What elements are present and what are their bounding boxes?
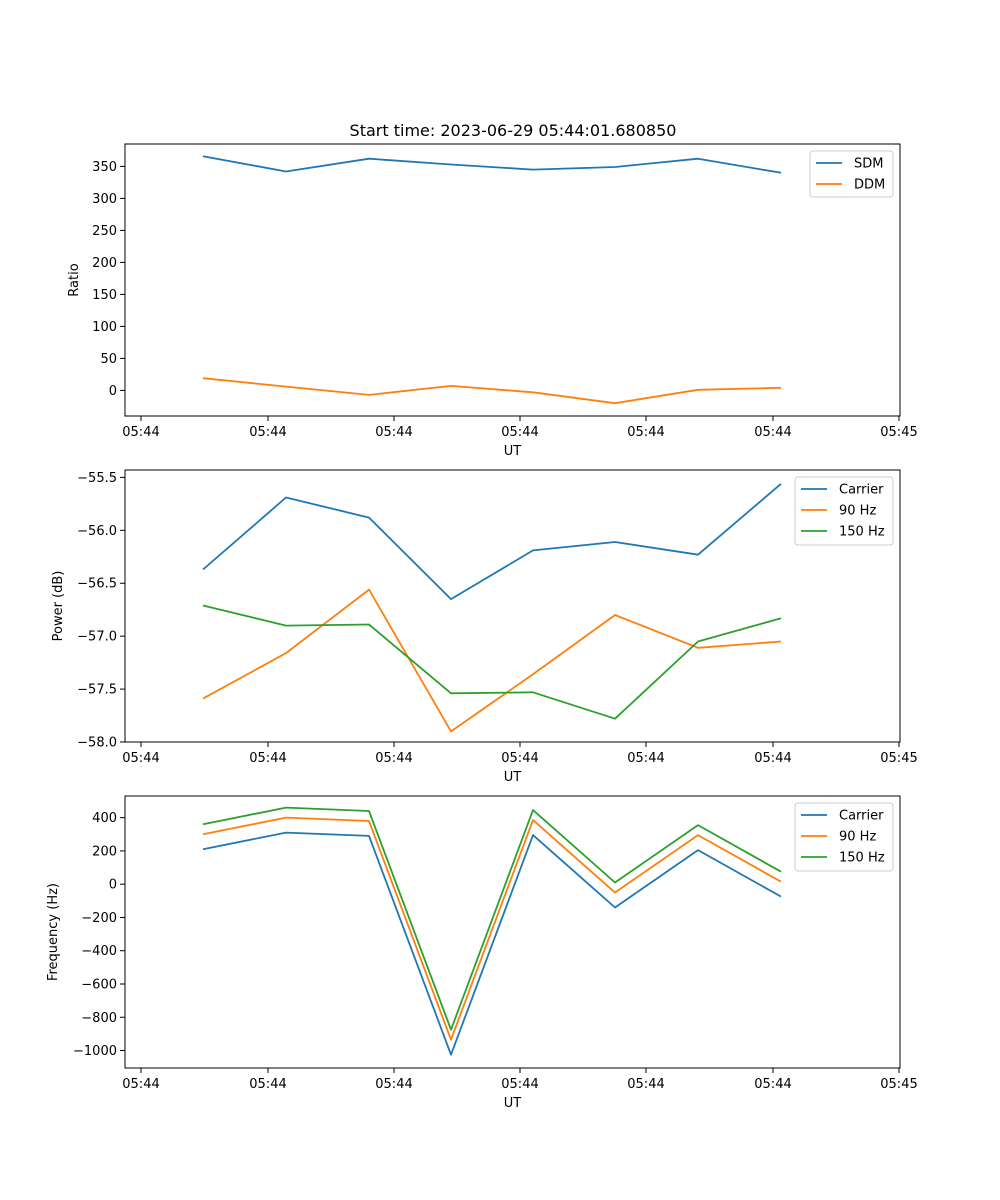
x-tick-label: 05:44 bbox=[754, 1077, 791, 1092]
x-tick-label: 05:45 bbox=[880, 751, 917, 766]
y-tick-label: −800 bbox=[81, 1011, 117, 1026]
panels: 05:44 05:44 05:44 05:44 05:44 05:44 05:45 0 50 10… bbox=[46, 143, 918, 1111]
axes-frame bbox=[124, 795, 901, 1069]
y-tick-label: 100 bbox=[92, 320, 117, 335]
x-axis-label: UT bbox=[504, 770, 522, 785]
axes-frame bbox=[124, 143, 901, 417]
chart-panel-1: 05:44 05:44 05:44 05:44 05:44 05:44 05:45 0 50 10… bbox=[67, 143, 918, 459]
x-axis-label: UT bbox=[504, 444, 522, 459]
y-tick-label: −58.0 bbox=[77, 736, 117, 751]
y-tick-label: 350 bbox=[92, 160, 117, 175]
legend-entry: 90 Hz bbox=[839, 504, 876, 519]
series-line-sdm bbox=[202, 155, 782, 174]
x-axis-label: UT bbox=[504, 1096, 522, 1111]
y-tick-label: 300 bbox=[92, 192, 117, 207]
x-tick-label: 05:44 bbox=[627, 751, 664, 766]
x-tick-label: 05:44 bbox=[122, 1077, 159, 1092]
x-tick-label: 05:44 bbox=[501, 751, 538, 766]
legend: Carrier 90 Hz 150 Hz bbox=[794, 476, 894, 546]
y-tick-label: −600 bbox=[81, 977, 117, 992]
y-tick-label: 50 bbox=[100, 352, 117, 367]
y-tick-label: 0 bbox=[109, 878, 117, 893]
series-line-90-hz bbox=[202, 588, 782, 733]
y-tick-label: 400 bbox=[92, 811, 117, 826]
x-tick-label: 05:44 bbox=[375, 425, 412, 440]
x-tick-label: 05:44 bbox=[249, 751, 286, 766]
x-tick-label: 05:44 bbox=[627, 425, 664, 440]
legend-entry: Carrier bbox=[839, 809, 884, 824]
figure-title: Start time: 2023-06-29 05:44:01.680850 bbox=[350, 121, 677, 140]
axes-frame bbox=[124, 469, 901, 743]
x-tick-label: 05:44 bbox=[249, 1077, 286, 1092]
y-tick-label: −1000 bbox=[73, 1044, 117, 1059]
x-tick-label: 05:44 bbox=[754, 425, 791, 440]
series-line-150-hz bbox=[202, 806, 782, 1031]
y-tick-label: −57.0 bbox=[77, 630, 117, 645]
y-tick-label: 150 bbox=[92, 288, 117, 303]
x-tick-label: 05:44 bbox=[375, 1077, 412, 1092]
x-tick-label: 05:44 bbox=[501, 1077, 538, 1092]
x-tick-label: 05:44 bbox=[501, 425, 538, 440]
y-tick-label: −55.5 bbox=[77, 471, 117, 486]
series-line-90-hz bbox=[202, 816, 782, 1041]
legend: SDM DDM bbox=[809, 150, 894, 198]
legend-entry: 90 Hz bbox=[839, 830, 876, 845]
y-tick-label: −400 bbox=[81, 944, 117, 959]
x-tick-label: 05:44 bbox=[122, 425, 159, 440]
y-tick-label: −56.0 bbox=[77, 524, 117, 539]
y-tick-label: −56.5 bbox=[77, 577, 117, 592]
x-tick-label: 05:44 bbox=[375, 751, 412, 766]
series-line-ddm bbox=[202, 377, 782, 405]
legend-entry: 150 Hz bbox=[839, 525, 885, 540]
series-line-carrier bbox=[202, 831, 782, 1056]
y-axis-label: Ratio bbox=[67, 263, 82, 296]
y-tick-label: 200 bbox=[92, 256, 117, 271]
series-line-carrier bbox=[202, 483, 782, 600]
legend-box bbox=[794, 802, 894, 872]
y-tick-label: −57.5 bbox=[77, 683, 117, 698]
y-tick-label: 250 bbox=[92, 224, 117, 239]
x-tick-label: 05:44 bbox=[249, 425, 286, 440]
y-axis-label: Frequency (Hz) bbox=[46, 883, 61, 981]
legend-box bbox=[794, 476, 894, 546]
legend-entry: SDM bbox=[854, 157, 883, 172]
x-tick-label: 05:45 bbox=[880, 1077, 917, 1092]
x-tick-label: 05:44 bbox=[754, 751, 791, 766]
chart-panel-2: 05:44 05:44 05:44 05:44 05:44 05:44 05:45 −58.0… bbox=[51, 469, 918, 785]
legend-entry: Carrier bbox=[839, 483, 884, 498]
series-line-150-hz bbox=[202, 604, 782, 720]
x-tick-label: 05:44 bbox=[122, 751, 159, 766]
x-tick-label: 05:45 bbox=[880, 425, 917, 440]
y-tick-label: 0 bbox=[109, 384, 117, 399]
chart-panel-3: 05:44 05:44 05:44 05:44 05:44 05:44 05:45 −1000… bbox=[46, 795, 918, 1111]
y-tick-label: 200 bbox=[92, 844, 117, 859]
legend: Carrier 90 Hz 150 Hz bbox=[794, 802, 894, 872]
legend-entry: DDM bbox=[854, 178, 885, 193]
y-axis-label: Power (dB) bbox=[51, 571, 66, 642]
y-tick-label: −200 bbox=[81, 911, 117, 926]
legend-entry: 150 Hz bbox=[839, 851, 885, 866]
x-tick-label: 05:44 bbox=[627, 1077, 664, 1092]
